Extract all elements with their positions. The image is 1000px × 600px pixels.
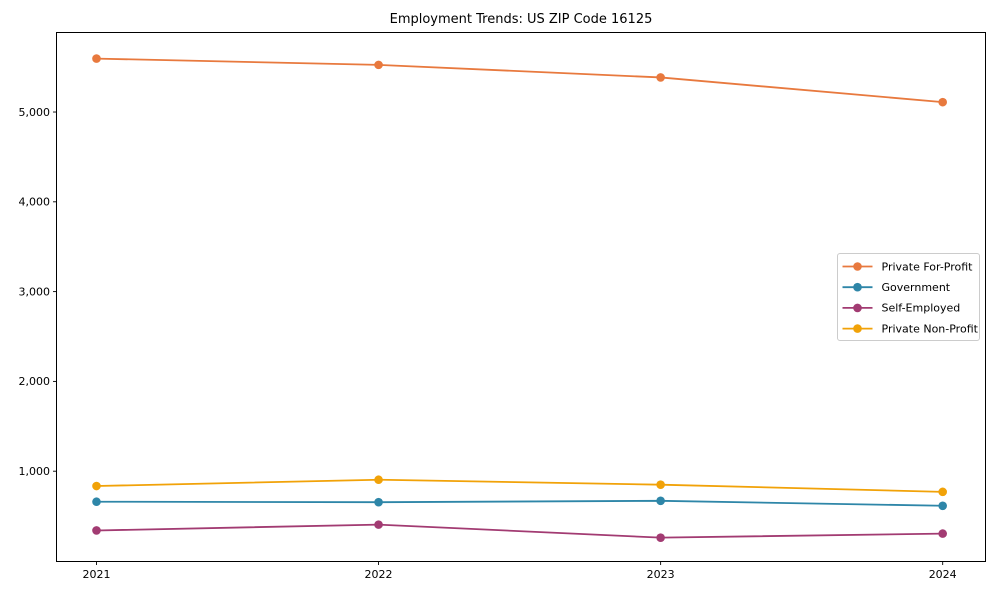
x-axis-tick-label: 2022	[365, 568, 393, 581]
data-point-self-employed-2024	[938, 529, 947, 538]
data-point-self-employed-2022	[374, 520, 383, 529]
legend-marker-government	[853, 282, 862, 292]
data-point-private-for-profit-2022	[374, 60, 383, 70]
legend-box	[837, 253, 980, 341]
legend: Private For-Profit Government Self-Employe…	[837, 253, 980, 341]
legend-marker-self-employed	[853, 303, 862, 313]
legend-label-self-employed: Self-Employed	[882, 302, 961, 315]
chart-title: Employment Trends: US ZIP Code 16125	[390, 12, 653, 27]
data-point-private-non-profit-2023	[656, 480, 665, 489]
y-axis-tick-label: 1,000	[19, 465, 51, 478]
plot-area: 1,000 2,000 3,000 4,000 5,000 2021 2022 2023 202…	[19, 32, 986, 581]
legend-label-private-for-profit: Private For-Profit	[882, 260, 974, 273]
legend-label-private-non-profit: Private Non-Profit	[882, 322, 979, 335]
data-point-government-2021	[92, 497, 101, 507]
series-line-private-non-profit	[95, 478, 944, 493]
data-point-self-employed-2021	[92, 526, 101, 535]
series-line-private-for-profit	[95, 57, 944, 104]
x-axis-tick-label: 2024	[929, 568, 957, 581]
x-axis-tick-label: 2023	[647, 568, 675, 581]
data-point-government-2022	[374, 497, 383, 507]
series-line-government	[95, 499, 944, 507]
y-axis-tick-label: 4,000	[19, 196, 51, 209]
data-point-government-2024	[938, 501, 947, 511]
data-point-private-non-profit-2024	[938, 487, 947, 497]
data-point-private-for-profit-2021	[92, 54, 101, 63]
y-axis-tick-label: 5,000	[19, 106, 51, 119]
axes-box	[56, 32, 986, 562]
data-point-private-non-profit-2021	[92, 481, 101, 491]
data-point-private-for-profit-2024	[938, 97, 947, 107]
legend-marker-private-non-profit	[853, 324, 862, 333]
y-axis-tick-label: 2,000	[19, 375, 51, 388]
data-point-private-for-profit-2023	[656, 73, 665, 82]
x-axis-tick-label: 2021	[82, 568, 110, 581]
series-line-self-employed	[95, 523, 944, 539]
legend-label-government: Government	[882, 281, 951, 294]
data-point-private-non-profit-2022	[374, 475, 383, 485]
data-point-self-employed-2023	[656, 533, 665, 542]
legend-marker-private-for-profit	[853, 262, 862, 271]
data-point-government-2023	[656, 496, 665, 506]
y-axis-tick-label: 3,000	[19, 285, 51, 298]
